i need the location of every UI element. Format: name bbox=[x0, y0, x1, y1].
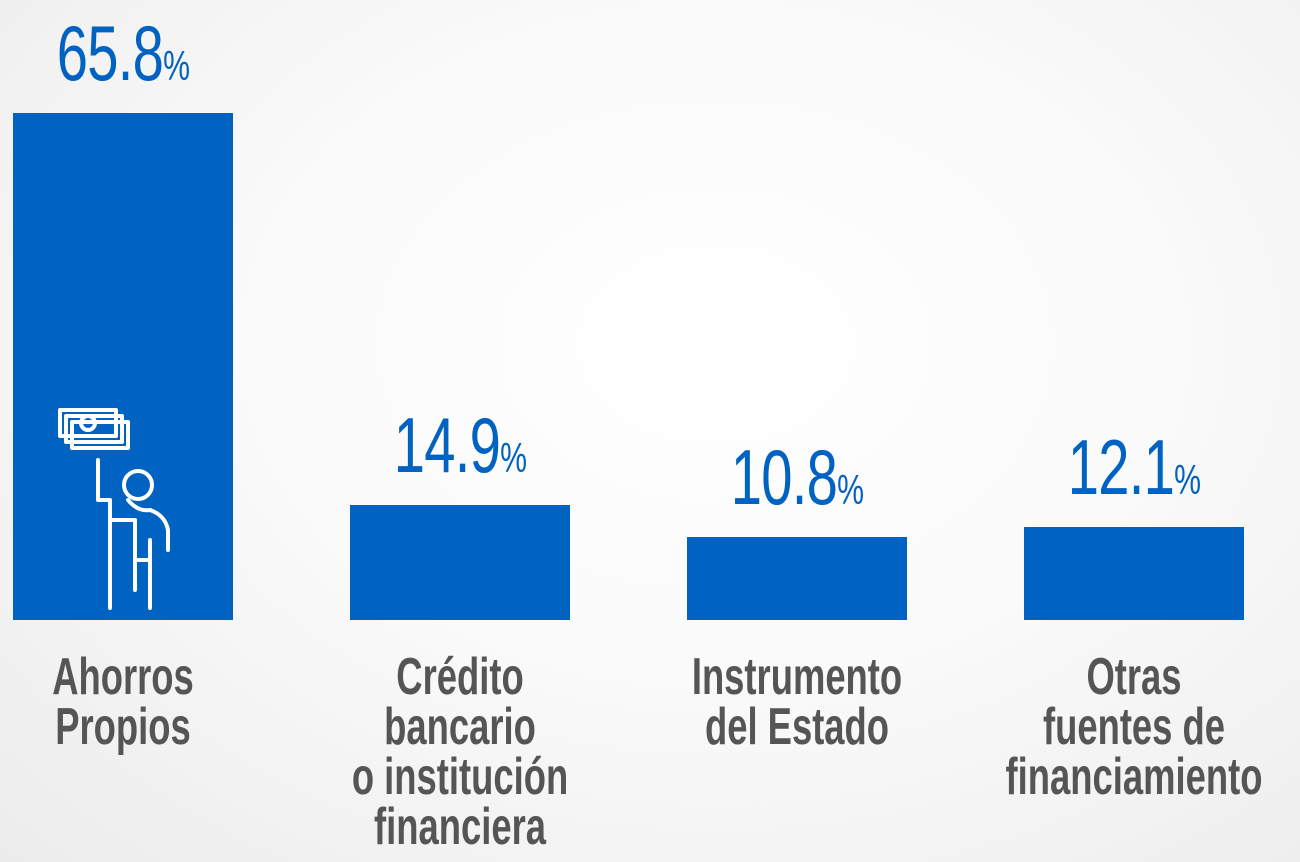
category-label: Otras fuentes de financiamiento bbox=[1005, 648, 1263, 806]
category-label: Ahorros Propios bbox=[52, 648, 194, 756]
category-label: Crédito bancario o institución financier… bbox=[351, 648, 569, 856]
value-label: 10.8% bbox=[730, 432, 864, 521]
value-label: 12.1% bbox=[1067, 422, 1201, 511]
value-label: 14.9% bbox=[393, 401, 527, 490]
bar bbox=[1024, 526, 1244, 620]
bar bbox=[350, 505, 570, 620]
savings-icon bbox=[58, 408, 170, 610]
value-label: 65.8% bbox=[56, 9, 190, 98]
bar bbox=[13, 113, 233, 620]
category-label: Instrumento del Estado bbox=[691, 648, 903, 756]
bar bbox=[687, 536, 907, 620]
